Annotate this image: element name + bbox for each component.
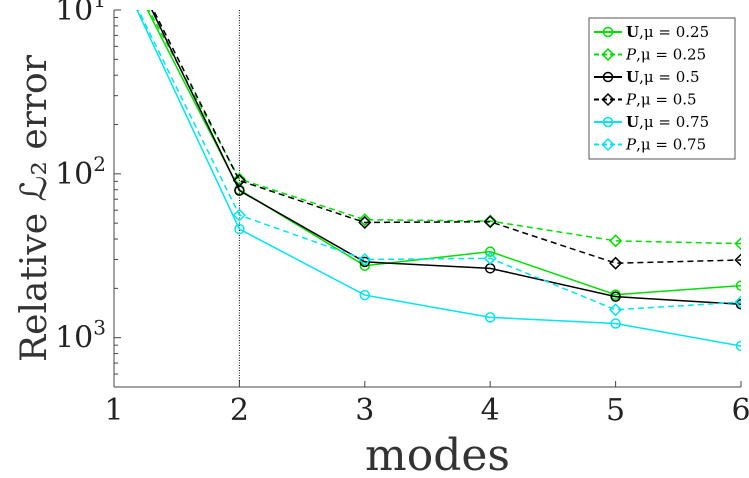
series-line-2 [151,10,741,305]
x-tick-label: 4 [481,393,500,428]
series-2-point [359,256,371,268]
legend-box [588,17,736,160]
series-2-point [610,291,621,302]
x-tick-label: 3 [355,393,374,428]
x-tick-label: 6 [731,393,749,428]
series-1-point [609,234,623,248]
series-5-point [734,295,741,309]
y-tick-label: 103 [55,316,106,356]
series-3-point [232,173,246,188]
series-2-point [735,298,741,310]
series-line-4 [136,10,741,347]
series-5-point [483,251,497,265]
legend-marker-4 [602,116,614,128]
series-1-point [232,172,246,186]
series-0-point [484,246,496,257]
series-5-point [609,303,623,317]
axes: 1 2 3 4 5 6 101 102 103 modes Relative ℒ₂ error [14,0,749,478]
legend: U,μ = 0.25 P,μ = 0.25 U,μ = 0.5 P,μ = 0.5 U,… [588,17,736,160]
x-axis-label: modes [365,430,510,478]
legend-marker-3 [601,92,615,107]
series-0-point [735,280,741,291]
series-1-point [734,237,741,251]
legend-entry-3: P,μ = 0.5 [625,91,697,109]
series-3-point [358,215,372,230]
legend-entry-4: U,μ = 0.75 [626,113,709,131]
legend-entry-2: U,μ = 0.5 [626,68,700,86]
series-3-point [734,253,741,267]
series-line-3 [152,10,741,264]
series-4-point [610,318,621,329]
plot-area [136,10,741,387]
x-tick-label: 1 [104,393,123,428]
y-axis-label: Relative ℒ₂ error [14,54,55,362]
x-tick-label: 5 [606,393,625,428]
legend-marker-0 [602,26,614,38]
series-5-point [358,252,372,267]
x-tick-label: 2 [230,393,249,428]
series-3-point [609,256,623,270]
series-4-point [359,289,371,301]
series-1-point [358,213,372,227]
series-3-point [483,215,497,229]
legend-entry-1: P,μ = 0.25 [625,46,706,64]
series-5-point [232,208,246,222]
series-4-point [484,312,496,323]
series-4-point [735,340,741,352]
legend-marker-5 [601,137,615,152]
y-tick-label: 101 [55,0,106,28]
legend-marker-1 [601,47,615,62]
series-group [136,10,741,352]
legend-entry-5: P,μ = 0.75 [625,136,706,154]
series-4-point [234,223,245,235]
y-tick-label: 102 [55,152,106,192]
legend-entry-0: U,μ = 0.25 [626,23,709,41]
legend-marker-2 [602,71,614,83]
